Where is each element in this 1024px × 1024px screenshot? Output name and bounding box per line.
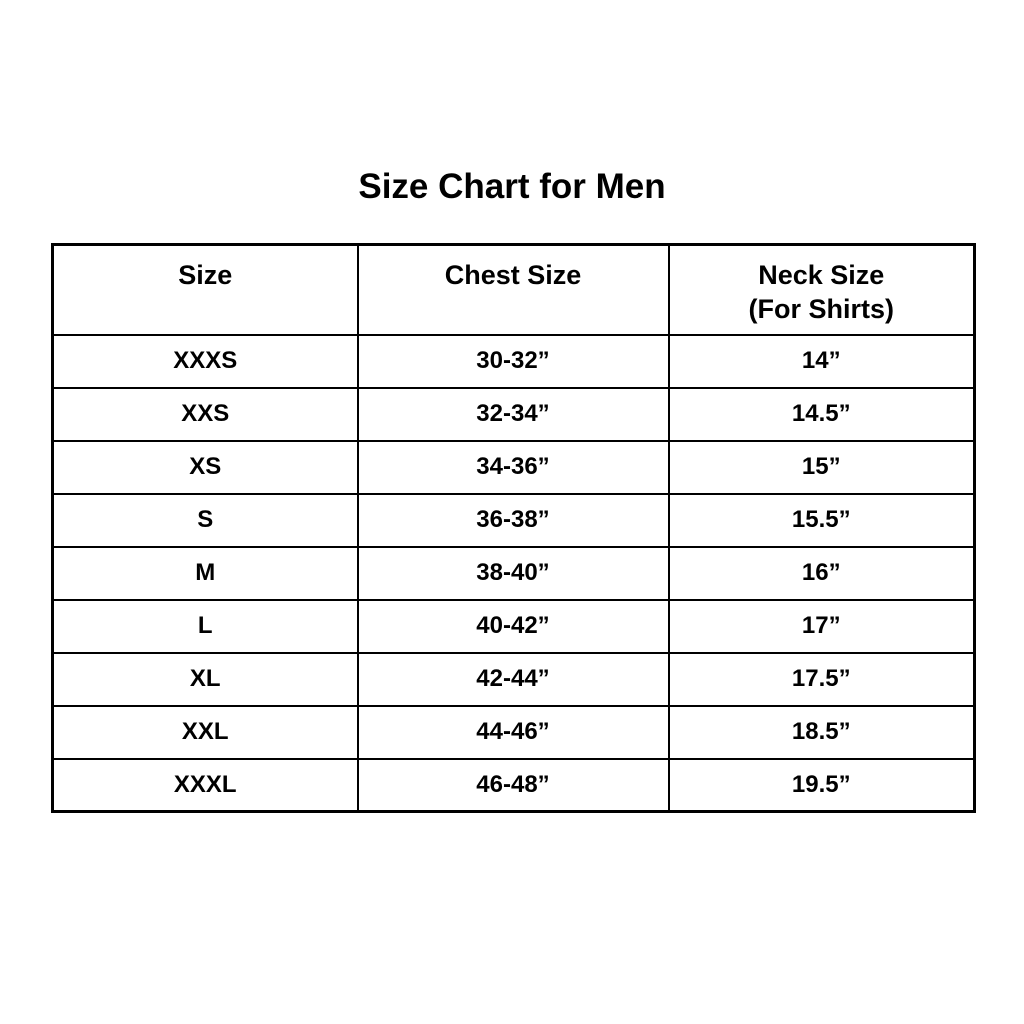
neck-size-cell: 15”: [667, 439, 976, 495]
table-row-l: L 40-42” 17”: [51, 598, 976, 654]
neck-size-label: Neck Size: [758, 260, 885, 290]
column-header-neck-size: Neck Size (For Shirts): [667, 243, 976, 336]
neck-size-cell: 17”: [667, 598, 976, 654]
neck-size-cell: 19.5”: [667, 757, 976, 813]
neck-size-cell: 14”: [667, 333, 976, 389]
chest-size-cell: 40-42”: [356, 598, 670, 654]
table-row-xs: XS 34-36” 15”: [51, 439, 976, 495]
size-cell: XXXL: [51, 757, 359, 813]
neck-size-cell: 16”: [667, 545, 976, 601]
size-cell: XXS: [51, 386, 359, 442]
table-row-xxxs: XXXS 30-32” 14”: [51, 333, 976, 389]
size-cell: XXL: [51, 704, 359, 760]
header-row: Size Chest Size Neck Size (For Shirts): [51, 243, 976, 336]
table-row-s: S 36-38” 15.5”: [51, 492, 976, 548]
column-header-size: Size: [51, 243, 359, 336]
size-cell: M: [51, 545, 359, 601]
page-title: Size Chart for Men: [358, 167, 666, 206]
neck-size-cell: 14.5”: [667, 386, 976, 442]
table-row-xl: XL 42-44” 17.5”: [51, 651, 976, 707]
table-row-xxs: XXS 32-34” 14.5”: [51, 386, 976, 442]
column-header-chest-size: Chest Size: [356, 243, 670, 336]
table-row-xxxl: XXXL 46-48” 19.5”: [51, 757, 976, 813]
size-cell: L: [51, 598, 359, 654]
chest-size-cell: 38-40”: [356, 545, 670, 601]
chest-size-cell: 32-34”: [356, 386, 670, 442]
size-cell: XL: [51, 651, 359, 707]
size-cell: S: [51, 492, 359, 548]
neck-size-cell: 17.5”: [667, 651, 976, 707]
chest-size-cell: 44-46”: [356, 704, 670, 760]
chest-size-cell: 30-32”: [356, 333, 670, 389]
size-chart-table: Size Chest Size Neck Size (For Shirts) XX…: [51, 243, 976, 813]
table-row-m: M 38-40” 16”: [51, 545, 976, 601]
neck-size-sublabel: (For Shirts): [748, 294, 895, 324]
size-cell: XXXS: [51, 333, 359, 389]
size-cell: XS: [51, 439, 359, 495]
neck-size-cell: 18.5”: [667, 704, 976, 760]
chest-size-cell: 42-44”: [356, 651, 670, 707]
chest-size-cell: 36-38”: [356, 492, 670, 548]
chest-size-cell: 34-36”: [356, 439, 670, 495]
neck-size-cell: 15.5”: [667, 492, 976, 548]
table-row-xxl: XXL 44-46” 18.5”: [51, 704, 976, 760]
chest-size-cell: 46-48”: [356, 757, 670, 813]
